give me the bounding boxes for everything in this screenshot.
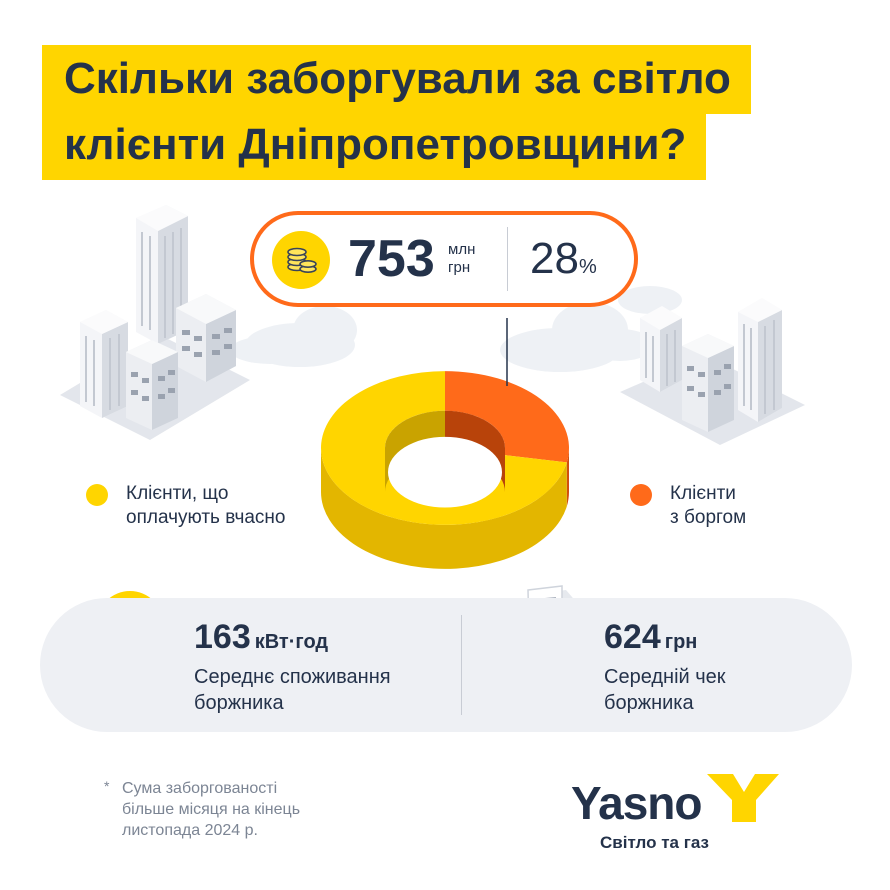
- legend-dot-orange: [630, 484, 652, 506]
- buildings-left: [60, 205, 250, 440]
- footnote: Сума заборгованості більше місяця на кін…: [122, 780, 301, 839]
- legend-dot-yellow: [86, 484, 108, 506]
- brand-logo-text: Yasno: [571, 777, 703, 829]
- legend-label-debt: Клієнти з боргом: [670, 483, 747, 528]
- stat-average-check: 624 грн Середній чек боржника: [604, 620, 726, 716]
- donut-wall-paid: [321, 448, 567, 569]
- debt-amount-unit: млн грн: [448, 241, 476, 276]
- legend-item-debt: Клієнти з боргом: [630, 482, 746, 530]
- legend-item-paid: Клієнти, що оплачують вчасно: [86, 482, 285, 530]
- brand-tagline: Світло та газ: [600, 833, 709, 852]
- stats-divider: [461, 615, 462, 715]
- donut-hole: [388, 436, 502, 508]
- stat-average-consumption: 163 кВт·год Середнє споживання боржника: [194, 620, 391, 716]
- cloud-right: [500, 286, 682, 372]
- stat-check-value: 624: [604, 618, 661, 656]
- stat-check-unit: грн: [664, 631, 698, 653]
- legend-label-paid: Клієнти, що оплачують вчасно: [126, 483, 286, 528]
- yasno-y-logo: [707, 774, 779, 822]
- debt-amount-value: 753: [348, 230, 435, 288]
- donut-slice-debt: [445, 371, 569, 463]
- debt-amount-callout: 753 млн грн 28%: [250, 211, 638, 307]
- stats-panel: [40, 598, 852, 732]
- stat-consumption-value: 163: [194, 618, 251, 656]
- title-line-2: клієнти Дніпропетровщини?: [42, 111, 707, 180]
- stat-consumption-label: Середнє споживання боржника: [194, 666, 391, 714]
- footnote-marker: *: [104, 778, 110, 794]
- buildings-right: [620, 298, 805, 445]
- donut-chart: [320, 371, 569, 569]
- donut-wall-debt: [566, 448, 569, 507]
- debt-share-percent: 28%: [530, 234, 597, 283]
- stat-check-label: Середній чек боржника: [604, 666, 726, 714]
- donut-slice-paid: [320, 371, 567, 525]
- cloud-left: [230, 306, 357, 367]
- callout-divider: [507, 227, 508, 291]
- coins-icon: [272, 231, 330, 289]
- stat-consumption-unit: кВт·год: [254, 631, 329, 653]
- title-line-1: Скільки заборгували за світло: [42, 45, 751, 114]
